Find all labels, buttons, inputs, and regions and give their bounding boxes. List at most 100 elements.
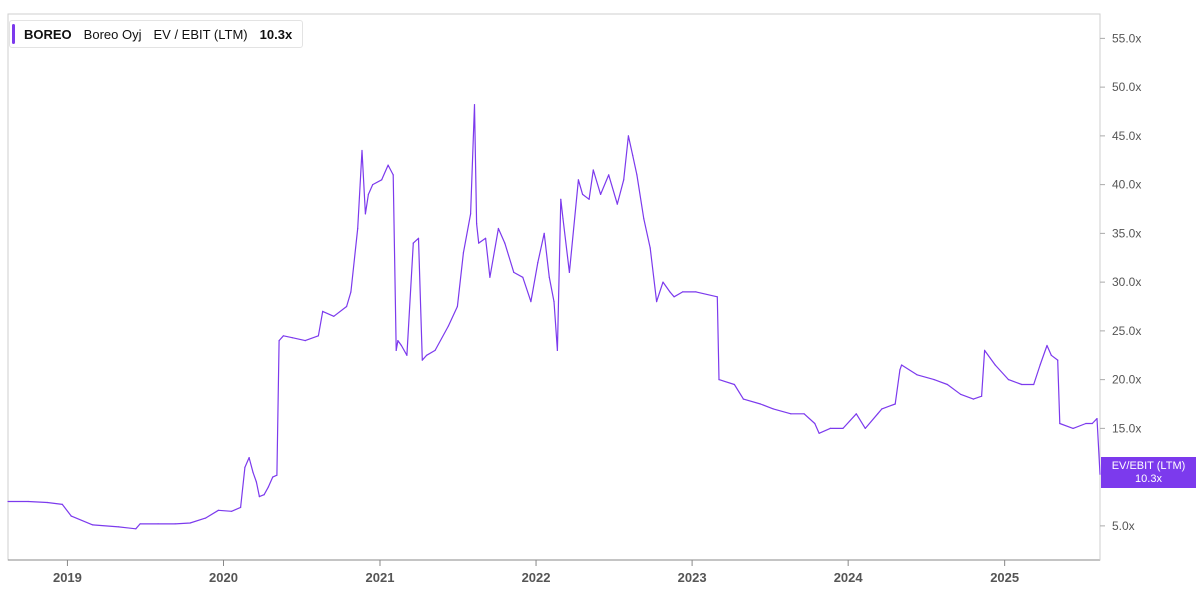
data-point: [814, 422, 816, 425]
data-point: [894, 403, 896, 405]
data-point: [462, 252, 464, 254]
data-point: [568, 271, 571, 273]
data-point: [553, 301, 555, 303]
data-point: [522, 276, 524, 278]
data-point: [426, 354, 428, 356]
data-point: [291, 337, 293, 339]
data-point: [1059, 422, 1061, 425]
data-point: [588, 198, 590, 200]
data-point: [562, 218, 564, 220]
legend-company: Boreo Oyj: [83, 26, 142, 42]
data-point: [656, 301, 658, 303]
y-tick-label: 5.0x: [1112, 519, 1135, 533]
data-point: [282, 335, 284, 337]
data-point: [916, 374, 918, 376]
x-tick-label: 2025: [990, 570, 1019, 585]
data-point: [933, 379, 935, 381]
data-point: [627, 135, 630, 137]
data-point: [972, 398, 975, 400]
data-point: [608, 174, 610, 176]
data-point: [258, 496, 260, 498]
data-point: [421, 359, 423, 361]
data-point: [582, 193, 584, 195]
data-point: [1021, 383, 1023, 386]
data-point: [248, 457, 250, 459]
data-point: [489, 276, 491, 278]
x-tick-label: 2019: [53, 570, 82, 585]
legend-swatch: [12, 24, 15, 44]
y-axis-ticks: 5.0x 15.0x 20.0x 25.0x 30.0x 35.0x 40.0x 45.0x 5…: [1100, 31, 1141, 533]
data-point: [643, 218, 645, 220]
data-point: [240, 506, 242, 508]
data-point: [662, 281, 664, 283]
data-point: [387, 164, 389, 166]
value-tag-label: EV/EBIT (LTM): [1111, 459, 1186, 472]
data-point: [669, 291, 671, 293]
data-point: [278, 340, 280, 342]
y-tick-label: 45.0x: [1112, 129, 1141, 143]
data-point: [803, 413, 805, 415]
data-point: [92, 524, 94, 526]
data-point: [434, 349, 436, 351]
data-point: [881, 408, 883, 410]
data-point: [1091, 422, 1093, 425]
data-point: [855, 413, 857, 415]
data-point: [600, 193, 602, 195]
data-point: [864, 427, 866, 429]
data-point: [473, 104, 476, 106]
data-point: [204, 517, 207, 519]
data-point: [790, 413, 792, 415]
data-point: [364, 213, 366, 215]
data-point: [842, 427, 844, 429]
data-point: [649, 247, 651, 249]
data-point: [718, 379, 720, 381]
data-point: [139, 523, 141, 525]
current-value-tag: EV/EBIT (LTM) 10.3x: [1101, 457, 1196, 488]
data-point: [772, 408, 774, 410]
legend-metric: EV / EBIT (LTM): [153, 26, 248, 42]
data-point: [1085, 422, 1087, 425]
data-point: [350, 291, 352, 293]
data-point: [543, 232, 545, 234]
data-point: [397, 340, 399, 342]
data-point: [1072, 427, 1074, 429]
data-point: [504, 242, 506, 244]
legend-value: 10.3x: [259, 26, 293, 42]
data-point: [548, 276, 550, 278]
data-point: [217, 509, 219, 511]
data-point: [406, 354, 408, 356]
data-point: [556, 349, 559, 351]
data-point: [1057, 359, 1059, 361]
y-tick-label: 40.0x: [1112, 178, 1141, 192]
data-point: [673, 296, 675, 298]
data-point: [61, 503, 63, 505]
data-point: [946, 383, 949, 386]
data-point: [485, 237, 487, 239]
x-tick-label: 2020: [209, 570, 238, 585]
data-point: [276, 474, 278, 476]
data-point: [994, 364, 996, 366]
data-point: [513, 271, 515, 273]
data-point: [592, 169, 594, 171]
data-point: [636, 174, 638, 176]
data-point: [322, 310, 324, 312]
data-point: [346, 305, 348, 308]
data-point: [400, 344, 402, 347]
data-point: [716, 296, 718, 298]
data-point: [70, 515, 72, 517]
y-tick-label: 30.0x: [1112, 275, 1141, 289]
data-point: [981, 395, 983, 397]
chart-legend: BOREO Boreo Oyj EV / EBIT (LTM) 10.3x: [9, 20, 304, 48]
data-point: [877, 413, 879, 415]
data-point: [357, 227, 359, 230]
data-point: [901, 364, 903, 366]
data-point: [695, 291, 697, 293]
x-tick-label: 2021: [366, 570, 395, 585]
data-point: [829, 427, 831, 429]
data-point: [1046, 344, 1048, 347]
data-point: [476, 223, 478, 225]
data-point: [560, 198, 562, 200]
value-tag-value: 10.3x: [1135, 472, 1162, 485]
data-point: [1007, 379, 1010, 381]
